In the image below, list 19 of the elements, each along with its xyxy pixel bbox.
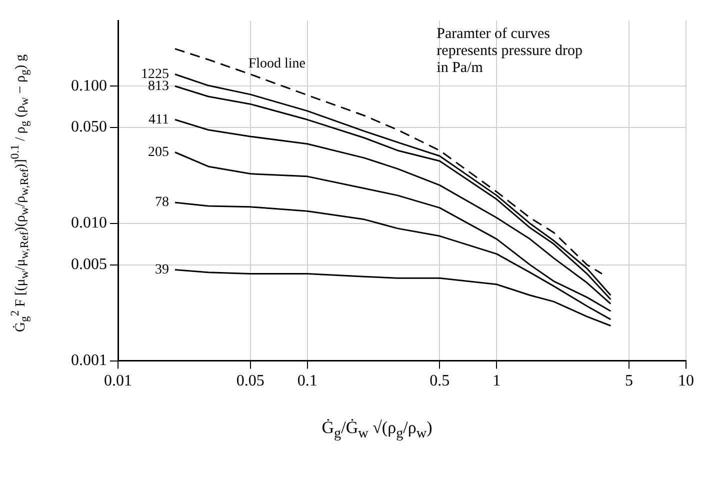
series-label: 411	[148, 112, 169, 128]
x-tick-label: 0.1	[297, 372, 318, 390]
series-label: 78	[154, 195, 169, 210]
x-tick-label: 1	[492, 372, 501, 390]
y-tick-label: 0.010	[71, 214, 107, 232]
y-tick-label: 0.100	[71, 77, 107, 94]
series-label: Flood line	[248, 56, 306, 72]
x-tick-label: 0.05	[236, 372, 264, 390]
text: Ġ$_{g}$/Ġ$_{w}$ √(ρ$_{g}$/ρ$_{w}$)	[322, 418, 432, 442]
y-tick-label: 0.050	[71, 118, 107, 136]
x-tick-label: 0.5	[430, 372, 450, 390]
x-tick-label: 10	[678, 372, 694, 390]
x-tick-label: 5	[625, 372, 634, 390]
x-tick-label: 0.01	[104, 372, 132, 390]
series-label: 205	[148, 144, 169, 160]
y-tick-label: 0.005	[71, 256, 107, 274]
annotation: Paramter of curves represents pressure drop in Pa/m	[436, 26, 582, 76]
series-label: 39	[154, 262, 169, 278]
y-tick-label: 0.001	[71, 352, 107, 370]
